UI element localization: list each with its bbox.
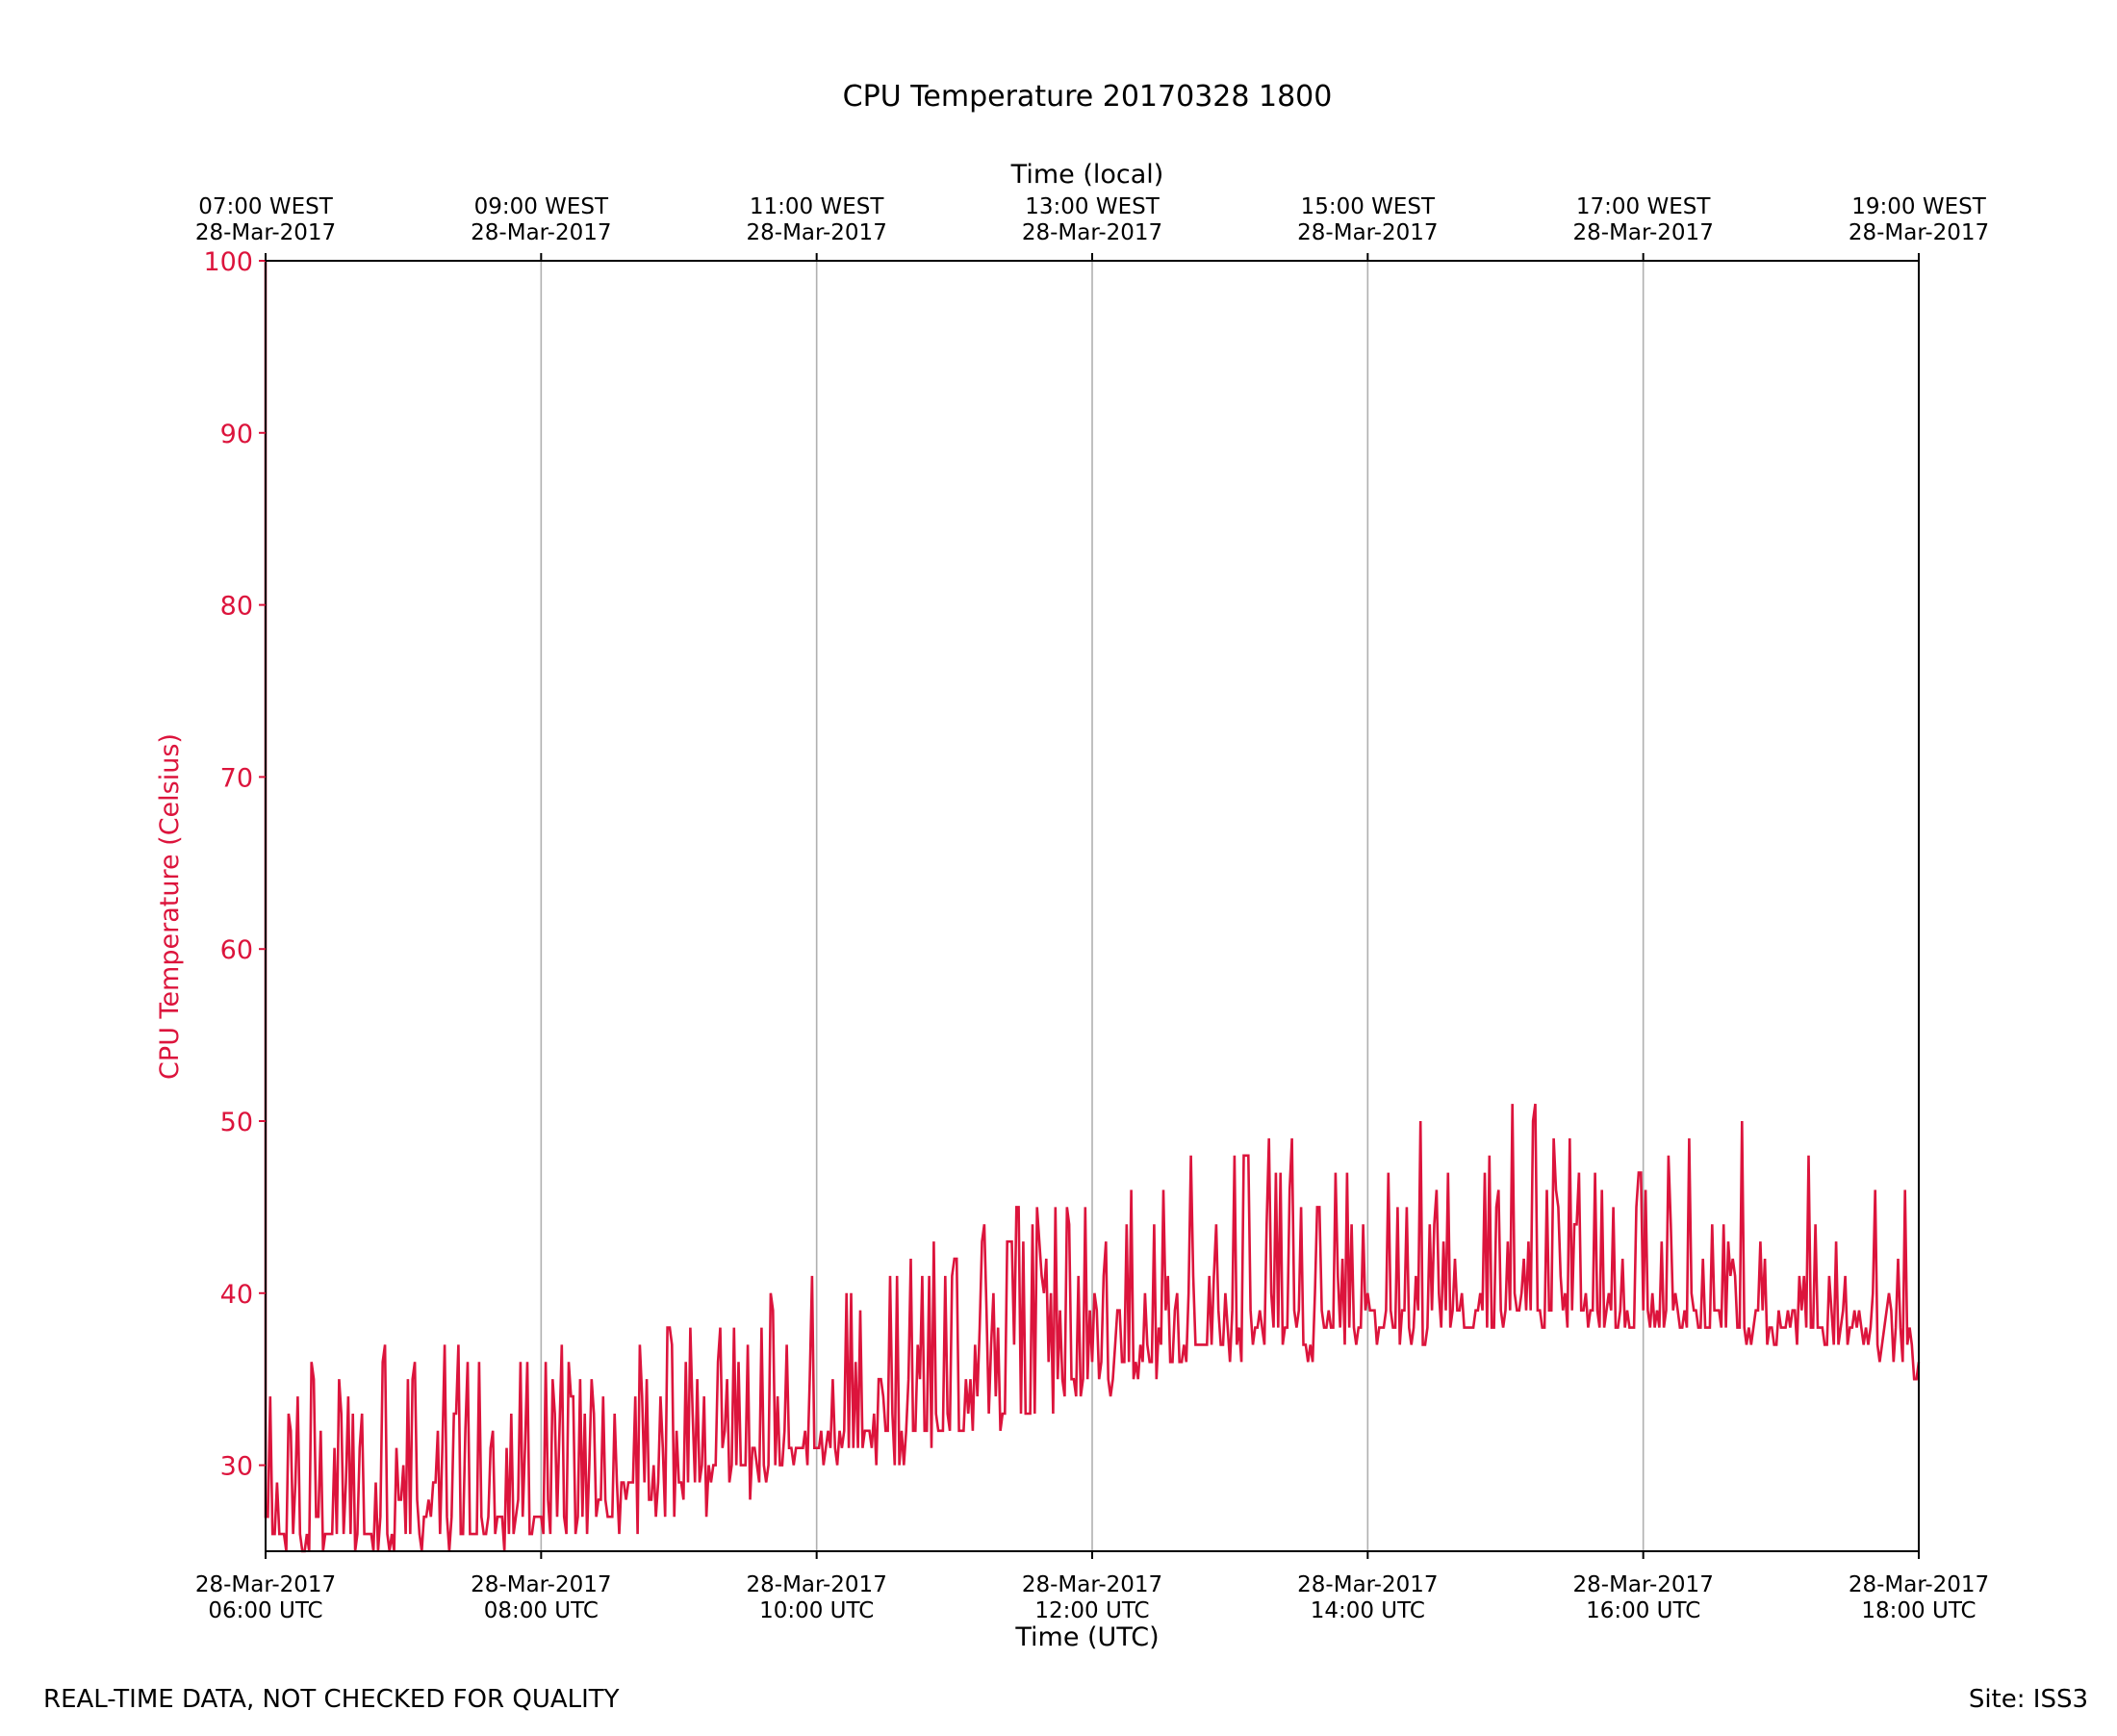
y-tick-label-5: 80 [220,592,253,622]
x-top-tick-date-5: 28-Mar-2017 [1573,220,1714,245]
x-bottom-tick-date-3: 28-Mar-2017 [1022,1572,1162,1597]
x-top-tick-time-5: 17:00 WEST [1576,194,1711,219]
x-top-tick-time-1: 09:00 WEST [474,194,609,219]
y-tick-label-7: 100 [203,247,253,277]
x-top-tick-time-0: 07:00 WEST [198,194,333,219]
x-bottom-tick-time-1: 08:00 UTC [484,1598,599,1623]
y-tick-label-0: 30 [220,1452,253,1482]
x-bottom-tick-date-1: 28-Mar-2017 [471,1572,611,1597]
y-tick-label-1: 40 [220,1280,253,1310]
x-top-tick-date-4: 28-Mar-2017 [1297,220,1438,245]
x-top-tick-date-6: 28-Mar-2017 [1849,220,1989,245]
x-bottom-tick-date-2: 28-Mar-2017 [747,1572,887,1597]
x-bottom-tick-date-0: 28-Mar-2017 [195,1572,336,1597]
x-bottom-tick-time-0: 06:00 UTC [208,1598,322,1623]
x-bottom-tick-time-2: 10:00 UTC [759,1598,874,1623]
x-top-tick-time-3: 13:00 WEST [1025,194,1160,219]
x-top-tick-time-4: 15:00 WEST [1301,194,1436,219]
data-quality-note: REAL-TIME DATA, NOT CHECKED FOR QUALITY [43,1685,620,1714]
series-line-cpu-temperature [264,261,1921,1553]
x-bottom-tick-date-6: 28-Mar-2017 [1849,1572,1989,1597]
y-axis-ticks: 30 40 50 60 70 80 90 100 [203,247,266,1482]
x-top-tick-time-6: 19:00 WEST [1851,194,1986,219]
x-bottom-tick-date-5: 28-Mar-2017 [1573,1572,1714,1597]
x-top-tick-date-2: 28-Mar-2017 [747,220,887,245]
top-axis-label: Time (local) [1010,160,1164,190]
y-axis-label: CPU Temperature (Celsius) [155,733,185,1080]
x-bottom-tick-time-6: 18:00 UTC [1861,1598,1976,1623]
x-top-tick-time-2: 11:00 WEST [750,194,884,219]
x-bottom-tick-time-4: 14:00 UTC [1311,1598,1425,1623]
y-tick-label-6: 90 [220,420,253,449]
series-layer [264,261,1921,1553]
x-bottom-tick-date-4: 28-Mar-2017 [1297,1572,1438,1597]
x-top-tick-date-0: 28-Mar-2017 [195,220,336,245]
site-label: Site: ISS3 [1969,1685,2088,1714]
y-tick-label-2: 50 [220,1108,253,1137]
x-bottom-tick-time-5: 16:00 UTC [1586,1598,1700,1623]
x-bottom-tick-time-3: 12:00 UTC [1034,1598,1149,1623]
x-top-tick-date-1: 28-Mar-2017 [471,220,611,245]
chart-title: CPU Temperature 20170328 1800 [843,80,1333,114]
y-tick-label-3: 60 [220,935,253,965]
y-tick-label-4: 70 [220,763,253,793]
x-top-tick-date-3: 28-Mar-2017 [1022,220,1162,245]
x-axis-label: Time (UTC) [1014,1622,1159,1652]
